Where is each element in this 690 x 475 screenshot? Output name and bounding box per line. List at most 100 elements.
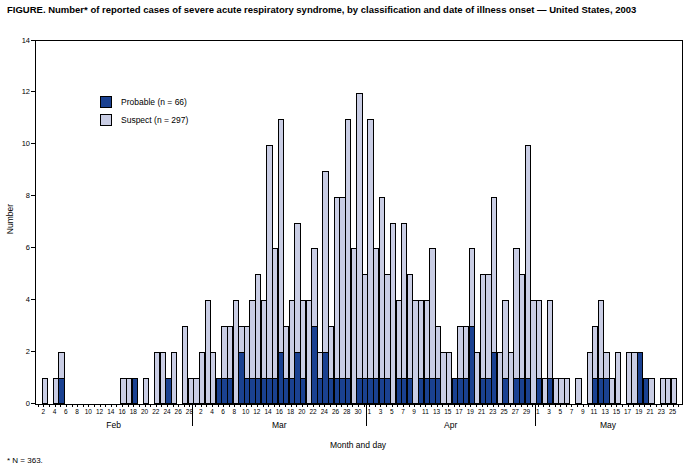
x-axis-tick [156,404,157,407]
x-axis-tick [240,404,241,407]
y-axis-tick-label: 0 [0,399,30,408]
month-divider-tick [366,404,367,426]
bar-segment-suspect [575,378,581,404]
x-axis-tick [397,404,398,407]
x-axis-tick [212,404,213,407]
x-axis-tick [274,404,275,407]
x-axis-tick [420,404,421,407]
x-axis-tick [459,404,460,407]
y-axis-tick [31,403,35,404]
x-axis-tick [189,404,190,407]
x-axis-tick [549,404,550,407]
x-axis-tick [184,404,185,407]
x-axis-tick [285,404,286,407]
bar-segment-suspect [311,248,317,327]
bar-segment-suspect [171,352,177,404]
x-axis-tick [83,404,84,407]
x-axis-tick [375,404,376,407]
month-divider-tick [535,404,536,426]
x-axis-tick [543,404,544,407]
x-axis-tick [77,404,78,407]
y-axis-tick [31,40,35,41]
x-axis-tick [330,404,331,407]
x-axis-title: Month and day [228,440,488,450]
x-axis-tick [38,404,39,407]
suspect-swatch [100,114,112,126]
x-axis-tick [656,404,657,407]
x-axis-tick [386,404,387,407]
x-axis-tick [55,404,56,407]
x-axis-month-label: Mar [259,420,299,430]
x-axis-tick [307,404,308,407]
x-axis-month-label: Feb [94,420,134,430]
x-axis-tick [661,404,662,407]
x-axis-tick [482,404,483,407]
x-axis-tick [43,404,44,407]
y-axis-tick-label: 14 [0,36,30,45]
x-axis-tick [510,404,511,407]
x-axis-tick [577,404,578,407]
x-axis-tick [470,404,471,407]
x-axis-tick [425,404,426,407]
bar-segment-suspect [671,378,677,404]
x-axis-tick [263,404,264,407]
bar-segment-suspect [42,378,48,404]
x-axis-tick [88,404,89,407]
footnote: * N = 363. [7,456,43,465]
x-axis-tick [442,404,443,407]
x-axis-tick [527,404,528,407]
x-axis-tick [336,404,337,407]
sars-epi-curve-figure: FIGURE. Number* of reported cases of sev… [0,0,690,475]
x-axis-tick [437,404,438,407]
legend-row: Suspect (n = 297) [100,111,188,129]
x-axis-tick [347,404,348,407]
x-axis-tick [392,404,393,407]
x-axis-month-label: Apr [431,420,471,430]
x-axis-tick [49,404,50,407]
x-axis-tick [616,404,617,407]
x-axis-tick [403,404,404,407]
x-axis-tick [605,404,606,407]
x-axis-tick [521,404,522,407]
x-axis-tick [341,404,342,407]
x-axis-tick [571,404,572,407]
x-axis-tick [532,404,533,407]
x-axis-tick [161,404,162,407]
figure-title: FIGURE. Number* of reported cases of sev… [7,4,685,16]
x-axis-tick [594,404,595,407]
x-axis-tick [628,404,629,407]
y-axis-tick [31,143,35,144]
x-axis-tick [111,404,112,407]
x-axis-tick [431,404,432,407]
x-axis-tick [611,404,612,407]
x-axis-tick [487,404,488,407]
x-axis-tick [178,404,179,407]
x-axis-tick [650,404,651,407]
x-axis-tick [588,404,589,407]
x-axis-tick [678,404,679,407]
y-axis-tick [31,91,35,92]
x-axis-tick [515,404,516,407]
bar-segment-suspect [469,248,475,327]
x-axis-tick [504,404,505,407]
month-divider-tick [192,404,193,426]
x-axis-tick [296,404,297,407]
bar-segment-probable [132,378,138,404]
y-axis-tick [31,351,35,352]
y-axis-tick-label: 12 [0,87,30,96]
bar-segment-suspect [278,119,284,353]
x-axis-tick [66,404,67,407]
x-axis-tick [223,404,224,407]
legend-label: Suspect (n = 297) [121,115,188,125]
x-axis-tick [100,404,101,407]
x-axis-tick [150,404,151,407]
x-axis-tick [122,404,123,407]
bar-segment-suspect [58,352,64,379]
x-axis-tick [324,404,325,407]
bar-segment-suspect [615,352,621,404]
bar-segment-probable [58,378,64,404]
x-axis-tick [358,404,359,407]
x-axis-tick [600,404,601,407]
bar-segment-suspect [536,300,542,379]
y-axis-tick-label: 10 [0,139,30,148]
